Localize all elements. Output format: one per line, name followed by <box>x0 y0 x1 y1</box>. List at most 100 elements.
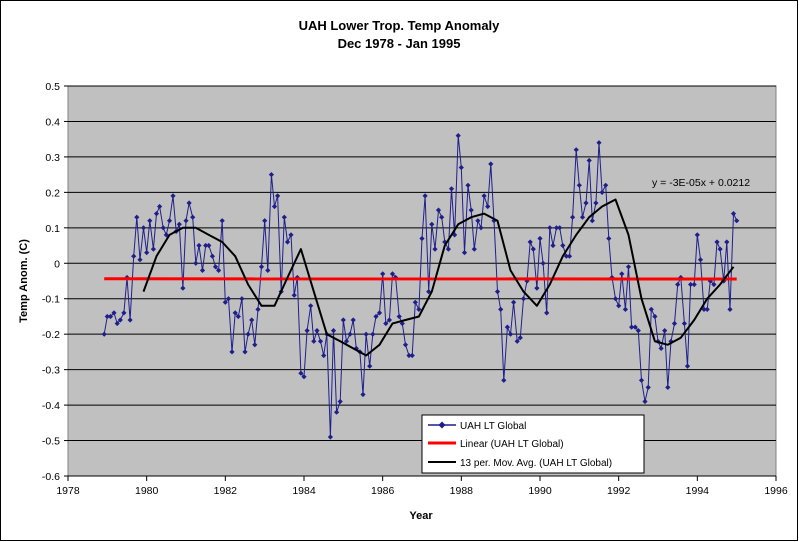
legend-marker-uah <box>438 421 446 429</box>
data-point <box>144 250 150 256</box>
data-point <box>140 225 147 231</box>
data-point <box>711 281 717 288</box>
data-point <box>560 242 566 249</box>
data-point <box>219 218 225 224</box>
y-tick-label: -0.3 <box>42 365 60 377</box>
data-point <box>632 324 638 330</box>
data-point <box>262 218 268 224</box>
y-axis-label: Temp Anom. (C) <box>18 239 30 323</box>
data-point <box>563 253 569 259</box>
data-point <box>504 324 510 330</box>
chart-title: UAH Lower Trop. Temp Anomaly <box>299 18 501 33</box>
x-tick-label: 1996 <box>764 485 788 497</box>
data-point <box>701 306 707 312</box>
data-point <box>212 264 219 270</box>
legend-label-linear: Linear (UAH LT Global) <box>460 439 564 450</box>
data-point <box>386 317 392 323</box>
data-point <box>134 214 140 220</box>
data-point <box>380 271 386 277</box>
plot-area <box>67 85 777 477</box>
series-layer <box>101 133 740 440</box>
x-tick-label: 1990 <box>528 485 552 497</box>
series-line-moving-average <box>142 198 735 357</box>
data-point <box>249 317 255 323</box>
data-point <box>435 207 442 213</box>
data-point <box>190 214 196 220</box>
data-point <box>638 377 645 383</box>
data-point <box>429 221 435 227</box>
data-point <box>616 303 622 309</box>
data-point <box>402 342 409 348</box>
data-point <box>606 235 612 242</box>
data-point <box>648 306 654 312</box>
data-point <box>304 328 310 334</box>
data-point <box>520 296 527 302</box>
data-point <box>514 338 520 344</box>
x-tick-label: 1978 <box>56 485 80 497</box>
data-point <box>635 328 641 334</box>
data-point <box>209 253 215 259</box>
data-point <box>409 352 415 359</box>
data-point <box>494 289 501 295</box>
data-point <box>596 140 602 146</box>
data-point <box>530 246 536 252</box>
chart-subtitle: Dec 1978 - Jan 1995 <box>338 36 461 51</box>
data-point <box>367 363 373 369</box>
data-point <box>104 313 110 320</box>
y-tick-label: 0.4 <box>45 116 60 128</box>
data-point <box>658 345 664 351</box>
data-point <box>353 345 359 351</box>
x-tick-label: 1986 <box>371 485 395 497</box>
data-point <box>245 331 251 337</box>
trendline-equation: y = -3E-05x + 0.0212 <box>652 177 750 189</box>
data-point <box>186 200 192 206</box>
data-point <box>586 157 592 164</box>
data-point <box>475 218 481 224</box>
y-tick-label: -0.1 <box>42 294 60 306</box>
data-point <box>704 306 710 312</box>
data-point <box>612 296 619 302</box>
data-point <box>225 296 232 302</box>
data-point <box>730 211 737 217</box>
data-point <box>697 257 704 263</box>
x-tick-label: 1980 <box>135 485 159 497</box>
data-point <box>284 239 291 245</box>
data-point <box>448 186 455 192</box>
data-point <box>117 317 123 323</box>
data-point <box>265 267 271 273</box>
data-point <box>589 218 595 224</box>
data-point <box>501 377 507 383</box>
x-tick-label: 1984 <box>292 485 316 497</box>
data-point <box>232 310 238 316</box>
y-tick-label: -0.4 <box>42 400 60 412</box>
y-tick-label: -0.2 <box>42 329 60 341</box>
data-point <box>107 313 114 320</box>
data-point <box>235 313 241 320</box>
data-point <box>442 239 448 245</box>
data-point <box>534 285 540 291</box>
data-point <box>193 260 199 266</box>
data-point <box>668 338 674 344</box>
data-point <box>183 218 189 224</box>
data-point <box>691 281 697 288</box>
data-point <box>485 203 491 210</box>
data-point <box>206 242 212 249</box>
data-point <box>180 285 186 291</box>
data-point <box>458 164 464 171</box>
legend-label-movavg: 13 per. Mov. Avg. (UAH LT Global) <box>460 458 612 469</box>
x-axis-label: Year <box>409 510 433 522</box>
data-point <box>426 289 432 295</box>
data-point <box>547 225 553 231</box>
data-point <box>258 264 265 270</box>
data-point <box>468 207 474 213</box>
data-point <box>566 253 573 259</box>
data-point <box>498 306 504 312</box>
data-point <box>517 335 523 341</box>
data-point <box>111 310 117 316</box>
data-point <box>724 239 730 245</box>
legend-box <box>421 414 645 474</box>
data-point <box>488 161 494 167</box>
data-point <box>137 257 143 263</box>
data-point <box>343 338 350 344</box>
y-tick-label: 0 <box>54 258 60 270</box>
